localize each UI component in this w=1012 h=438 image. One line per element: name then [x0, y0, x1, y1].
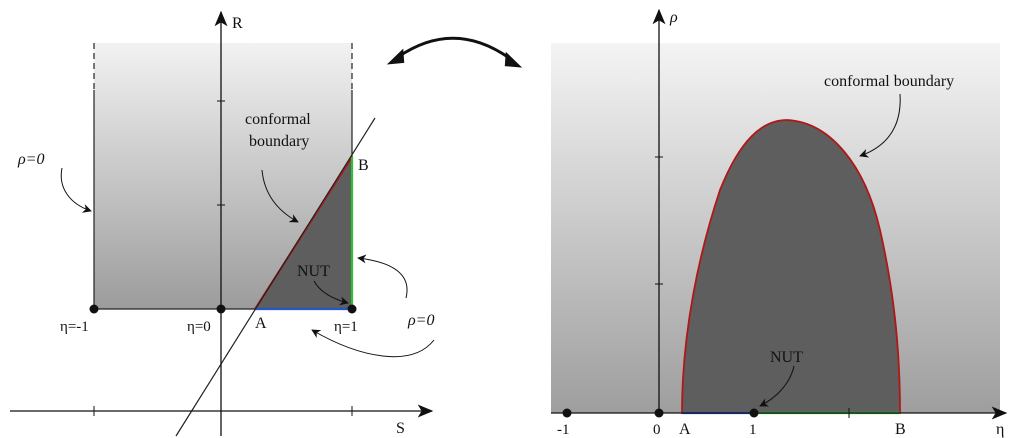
right-tick-minus1-label: -1	[557, 422, 570, 438]
left-rho-zero-right-label: ρ=0	[407, 312, 434, 329]
right-panel: conformal boundary NUT ρ η -1 0 1 A B	[551, 8, 1008, 438]
left-point-eta-0	[216, 304, 226, 314]
left-arrow-conformal	[261, 169, 299, 223]
right-nut-region	[681, 119, 901, 414]
left-point-eta-minus1	[89, 304, 99, 314]
right-axis-eta-label: η	[996, 421, 1004, 438]
right-conformal-label: conformal boundary	[824, 73, 954, 90]
right-tick-0-label: 0	[653, 422, 661, 438]
left-diagonal-line	[175, 117, 376, 437]
right-arrow-conformal	[859, 93, 901, 158]
left-arrow-rho-zero-right-down	[311, 329, 435, 358]
left-eta-minus1-label: η=-1	[60, 319, 89, 335]
left-panel: S R ρ=0 conformal boundary B A NUT ρ=0 η…	[10, 10, 435, 437]
left-eta-0-label: η=0	[187, 319, 211, 335]
right-point-1	[749, 408, 759, 418]
left-axis-s-label: S	[396, 420, 405, 437]
left-point-b-label: B	[358, 157, 369, 174]
left-rho-zero-label: ρ=0	[17, 151, 44, 168]
right-point-a-label: A	[679, 421, 691, 438]
left-eta-1-label: η=1	[334, 319, 358, 335]
left-arrow-rho-zero	[60, 167, 92, 213]
left-point-a-label: A	[255, 315, 267, 332]
right-point-minus1	[562, 408, 572, 418]
left-arrow-nut	[313, 280, 349, 306]
transform-double-arrow	[386, 36, 523, 68]
left-conformal-label-line1: conformal	[245, 111, 311, 128]
left-conformal-label-line2: boundary	[249, 133, 309, 150]
left-nut-label: NUT	[297, 263, 330, 280]
left-axis-r-label: R	[232, 15, 243, 32]
right-arrow-nut	[759, 365, 795, 407]
right-point-b-label: B	[895, 421, 906, 438]
right-axis-rho-label: ρ	[669, 9, 678, 26]
left-arrow-rho-zero-right-up	[357, 254, 408, 299]
right-tick-1-label: 1	[749, 422, 757, 438]
right-nut-label: NUT	[770, 349, 803, 366]
right-point-0	[654, 408, 664, 418]
left-point-eta-1	[347, 304, 357, 314]
